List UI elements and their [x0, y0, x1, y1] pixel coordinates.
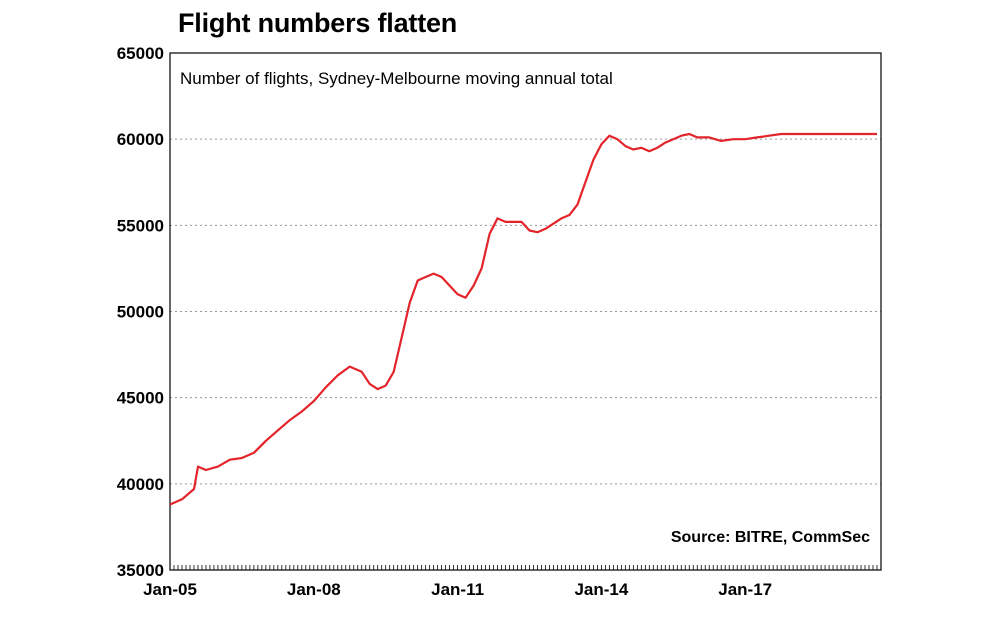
- series-line: [169, 132, 877, 506]
- y-tick-label: 55000: [117, 216, 164, 235]
- x-minor-ticks: [169, 565, 882, 570]
- y-axis: 35000 40000 45000 50000 55000 60000 65000: [117, 44, 164, 580]
- y-tick-label: 65000: [117, 44, 164, 63]
- y-tick-label: 40000: [117, 475, 164, 494]
- source-note: Source: BITRE, CommSec: [671, 529, 870, 546]
- series-layer: [169, 132, 877, 506]
- y-tick-label: 45000: [117, 389, 164, 408]
- x-tick-label: Jan-05: [143, 580, 197, 599]
- chart-title: Flight numbers flatten: [178, 8, 458, 38]
- x-tick-label: Jan-08: [287, 580, 341, 599]
- x-axis: Jan-05 Jan-08 Jan-11 Jan-14 Jan-17: [143, 580, 772, 599]
- plot-frame: [169, 52, 882, 571]
- x-tick-label: Jan-11: [431, 580, 484, 599]
- y-tick-label: 60000: [117, 130, 164, 149]
- chart-subtitle: Number of flights, Sydney-Melbourne movi…: [180, 69, 613, 88]
- y-tick-label: 35000: [117, 561, 164, 580]
- y-tick-label: 50000: [117, 303, 164, 322]
- x-tick-label: Jan-14: [574, 580, 628, 599]
- x-tick-label: Jan-17: [718, 580, 772, 599]
